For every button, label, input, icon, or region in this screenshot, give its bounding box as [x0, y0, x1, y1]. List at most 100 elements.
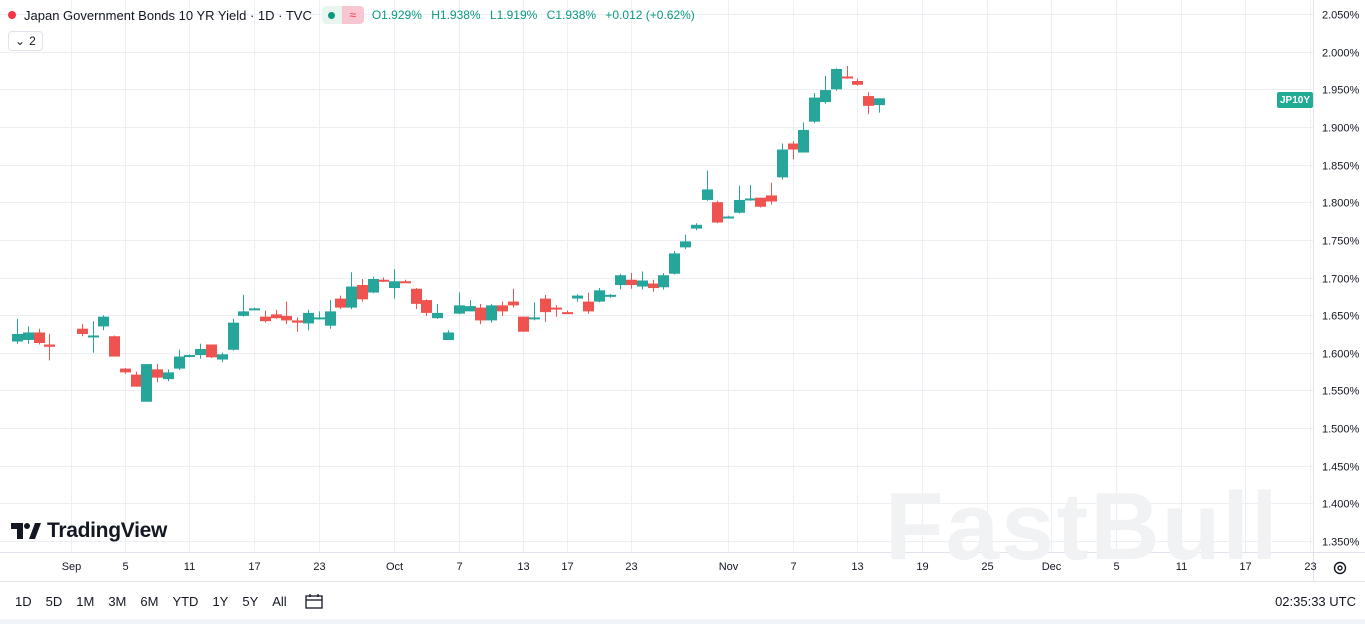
- candle: [77, 324, 88, 337]
- candle-body: [518, 316, 529, 332]
- utc-clock[interactable]: 02:35:33 UTC: [1275, 594, 1356, 609]
- tf-all[interactable]: All: [272, 593, 287, 609]
- candle: [518, 316, 529, 332]
- candle: [820, 75, 831, 104]
- candle: [766, 182, 777, 205]
- open-value: O1.929%: [371, 8, 422, 22]
- candle: [669, 251, 680, 275]
- time-tick-label: Nov: [719, 561, 739, 573]
- candle: [281, 301, 292, 325]
- price-axis: 2.050% 2.000% 1.950% 1.900% 1.850% 1.800% 1.75…: [1322, 10, 1360, 549]
- candle: [648, 279, 659, 292]
- candle-body: [195, 349, 206, 356]
- candle-body: [798, 129, 809, 153]
- candle: [508, 288, 519, 308]
- candle-body: [238, 311, 249, 316]
- candle: [152, 364, 163, 383]
- candle-body: [389, 281, 400, 289]
- candle-body: [583, 301, 594, 312]
- tf-ytd[interactable]: YTD: [172, 593, 199, 609]
- tradingview-logo-icon: [11, 523, 41, 539]
- candle: [755, 197, 766, 208]
- candle-body: [766, 195, 777, 202]
- tradingview-logo[interactable]: TradingView: [11, 519, 167, 543]
- candle: [335, 295, 346, 310]
- candle: [217, 352, 228, 362]
- price-tick-label: 2.050%: [1322, 10, 1360, 22]
- candle-body: [669, 253, 680, 274]
- candle: [206, 344, 217, 359]
- tf-1y[interactable]: 1Y: [212, 593, 229, 609]
- indicators-toggle[interactable]: ⌄ 2: [8, 31, 43, 51]
- time-tick-label: Dec: [1042, 561, 1062, 573]
- bottom-strip: [0, 619, 1365, 624]
- symbol-status-dot: [8, 11, 16, 19]
- candle-body: [432, 312, 443, 319]
- candle: [357, 279, 368, 302]
- market-status-pill[interactable]: ≈: [321, 6, 364, 24]
- candle: [141, 364, 152, 402]
- low-value: L1.919%: [489, 8, 538, 22]
- time-tick-label: 13: [517, 561, 529, 573]
- time-tick-label: 25: [981, 561, 993, 573]
- settings-gear-icon[interactable]: [1330, 558, 1350, 578]
- candle: [863, 92, 874, 115]
- tf-3m[interactable]: 3M: [108, 593, 127, 609]
- calendar-range-icon[interactable]: [305, 593, 323, 609]
- candle: [637, 271, 648, 290]
- candle-body: [809, 97, 820, 122]
- candle-body: [131, 374, 142, 387]
- last-price-tag: JP10Y: [1277, 92, 1313, 108]
- time-tick-label: 17: [248, 561, 260, 573]
- time-tick-label: 7: [790, 561, 796, 573]
- candle-body: [680, 241, 691, 248]
- time-tick-label: Oct: [386, 561, 403, 573]
- brand-name: TradingView: [47, 519, 168, 542]
- tf-1d[interactable]: 1D: [15, 593, 32, 609]
- ohlc-values: O1.929% H1.938% L1.919% C1.938% +0.012 (…: [372, 8, 701, 22]
- chart-legend: Japan Government Bonds 10 YR Yield · 1D …: [8, 6, 701, 24]
- candle-body: [755, 197, 766, 207]
- price-tick-label: 1.450%: [1322, 462, 1360, 474]
- time-tick-label: 19: [916, 561, 928, 573]
- candle: [271, 309, 282, 319]
- candle-body: [745, 198, 756, 201]
- tf-5y[interactable]: 5Y: [242, 593, 259, 609]
- time-tick-label: 13: [851, 561, 863, 573]
- candle-body: [44, 344, 55, 347]
- timeframe-bar: 1D 5D 1M 3M 6M YTD 1Y 5Y All: [0, 582, 1365, 620]
- candle-body: [34, 332, 45, 343]
- candle: [605, 294, 616, 298]
- tf-5d[interactable]: 5D: [45, 593, 63, 609]
- candle-body: [141, 364, 152, 402]
- candle-body: [734, 199, 745, 213]
- delayed-data-icon: ≈: [341, 6, 364, 24]
- candle: [712, 200, 723, 224]
- chart-grid: [0, 0, 1313, 552]
- candle-body: [562, 312, 573, 315]
- price-tick-label: 1.800%: [1322, 198, 1360, 210]
- candle-body: [475, 307, 486, 321]
- candle-body: [777, 149, 788, 178]
- candle: [658, 272, 669, 290]
- tf-6m[interactable]: 6M: [140, 593, 159, 609]
- price-chart[interactable]: 2.050% 2.000% 1.950% 1.900% 1.850% 1.800% 1.75…: [0, 0, 1365, 582]
- candle-body: [852, 81, 863, 85]
- candle-body: [486, 305, 497, 321]
- candle-body: [260, 316, 271, 322]
- candle: [228, 318, 239, 351]
- candle: [314, 311, 325, 320]
- candle-body: [540, 298, 551, 313]
- candle: [798, 122, 809, 153]
- time-tick-label: 7: [456, 561, 462, 573]
- candle-body: [691, 224, 702, 229]
- candle: [249, 307, 260, 311]
- candle-body: [508, 301, 519, 306]
- candle: [260, 310, 271, 323]
- symbol-title[interactable]: Japan Government Bonds 10 YR Yield · 1D …: [24, 7, 312, 23]
- candle-body: [443, 332, 454, 340]
- candle-body: [120, 368, 131, 373]
- candle-body: [594, 290, 605, 302]
- candle: [465, 300, 476, 312]
- tf-1m[interactable]: 1M: [76, 593, 95, 609]
